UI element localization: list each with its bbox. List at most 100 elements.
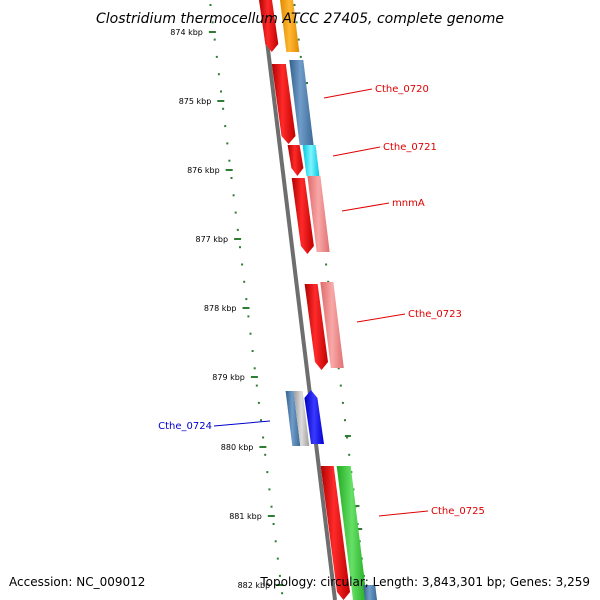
- track-dash: [344, 435, 351, 437]
- callout-line: [356, 313, 406, 323]
- major-tick: [234, 238, 242, 240]
- ruler-dot: [211, 21, 214, 24]
- tick-label: 874 kbp: [170, 28, 203, 37]
- track-dot: [327, 280, 330, 283]
- ruler-dot: [243, 280, 246, 283]
- gene-feature[interactable]: [320, 282, 344, 368]
- ruler-dot: [270, 505, 273, 508]
- tick-label: 876 kbp: [187, 166, 220, 175]
- tick-label: 875 kbp: [179, 97, 212, 106]
- ruler-dot: [264, 453, 267, 456]
- ruler-dot: [260, 419, 262, 422]
- ruler-dot: [247, 315, 250, 318]
- ruler-minor-ticks: [209, 4, 284, 595]
- ruler-dot: [272, 523, 275, 525]
- major-tick: [242, 307, 250, 309]
- track-dot: [299, 55, 302, 58]
- ruler-dot: [268, 488, 271, 491]
- gene-feature[interactable]: [363, 585, 377, 600]
- major-tick: [208, 31, 216, 33]
- ruler-dot: [257, 401, 260, 404]
- ruler-dot: [274, 540, 277, 543]
- track-dot: [297, 38, 300, 41]
- major-tick: [217, 100, 225, 102]
- ruler-dot: [230, 177, 233, 179]
- topology-text: Topology: circular; Length: 3,843,301 bp…: [259, 575, 590, 589]
- ruler-dot: [239, 246, 241, 249]
- ruler-dot: [217, 73, 220, 76]
- ruler-dot: [224, 125, 227, 128]
- gene-label[interactable]: Cthe_0724: [158, 421, 212, 432]
- callout-line: [213, 420, 271, 427]
- gene-feature[interactable]: [285, 391, 301, 446]
- accession-text: Accession: NC_009012: [9, 575, 145, 589]
- ruler-dot: [276, 557, 279, 560]
- tick-label: 881 kbp: [229, 512, 262, 521]
- track-dot: [339, 384, 342, 387]
- track-dash: [353, 505, 360, 507]
- gene-feature[interactable]: [293, 391, 310, 446]
- gene-features: [259, 0, 377, 600]
- cds-feature[interactable]: [320, 466, 350, 600]
- track-dot: [295, 21, 298, 24]
- ruler-dot: [255, 384, 258, 387]
- gene-label[interactable]: mnmA: [392, 198, 425, 209]
- gene-feature[interactable]: [307, 176, 330, 252]
- major-tick: [250, 376, 258, 378]
- ruler-dot: [213, 38, 216, 41]
- cds-feature[interactable]: [287, 145, 304, 176]
- ruler-dot: [253, 367, 256, 370]
- track-dot: [348, 453, 351, 456]
- gene-label[interactable]: Cthe_0720: [375, 84, 429, 95]
- ruler-major-ticks: 874 kbp 875 kbp 876 kbp 877 kbp 878 kbp 879 k…: [170, 28, 284, 590]
- tick-label: 879 kbp: [212, 373, 245, 382]
- ruler-dot: [266, 471, 269, 474]
- gene-label[interactable]: Cthe_0725: [431, 506, 485, 517]
- tick-label: 878 kbp: [204, 304, 237, 313]
- track-dot: [337, 367, 340, 370]
- gene-feature[interactable]: [336, 466, 367, 600]
- gene-feature[interactable]: [302, 145, 320, 176]
- track-dot: [293, 4, 296, 6]
- major-tick: [267, 515, 275, 517]
- gene-callouts: Cthe_0720 Cthe_0721 mnmA Cthe_0723 Cthe_0724…: [158, 84, 485, 517]
- track-dash: [356, 528, 363, 530]
- genome-backbone: [260, 0, 337, 600]
- gene-label[interactable]: Cthe_0723: [408, 309, 462, 320]
- track-dot: [346, 436, 349, 439]
- ruler-dot: [226, 142, 229, 145]
- ruler-dot: [215, 55, 218, 58]
- ruler-dot: [222, 107, 225, 110]
- gene-feature[interactable]: [289, 60, 314, 145]
- ruler-dot: [278, 574, 281, 577]
- gene-label[interactable]: Cthe_0721: [383, 142, 437, 153]
- cds-feature[interactable]: [280, 0, 300, 52]
- ruler-dot: [236, 228, 239, 231]
- map-title: Clostridium thermocellum ATCC 27405, com…: [96, 11, 504, 27]
- ruler-dot: [251, 350, 254, 352]
- cds-feature[interactable]: [271, 64, 296, 144]
- track-dot: [344, 419, 346, 422]
- cds-feature[interactable]: [259, 0, 279, 52]
- cds-feature[interactable]: [304, 390, 324, 444]
- callout-line: [332, 146, 381, 157]
- major-tick: [259, 446, 267, 448]
- ruler-dot: [232, 194, 235, 197]
- callout-line: [323, 88, 373, 99]
- ruler-dot: [249, 332, 252, 335]
- major-tick: [276, 584, 284, 586]
- tick-label: 877 kbp: [195, 235, 228, 244]
- cds-feature[interactable]: [291, 178, 314, 254]
- ruler-dot: [209, 4, 212, 6]
- ruler-dot: [281, 592, 284, 595]
- cds-feature[interactable]: [304, 284, 328, 370]
- ruler-dot: [262, 436, 265, 439]
- ruler-dot: [234, 211, 237, 214]
- ruler-dot: [220, 90, 222, 93]
- track-dot: [341, 401, 344, 404]
- tick-label: 882 kbp: [238, 581, 271, 590]
- major-tick: [225, 169, 233, 171]
- ruler-dot: [228, 159, 231, 162]
